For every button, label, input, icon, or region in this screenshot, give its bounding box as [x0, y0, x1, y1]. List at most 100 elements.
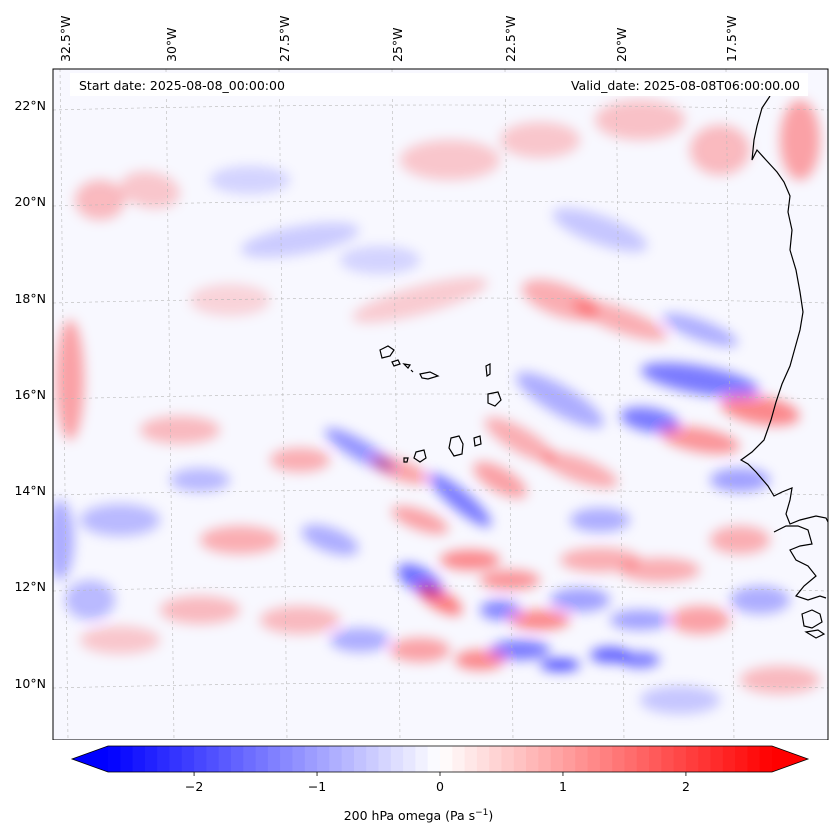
omega-negative-area	[490, 640, 550, 660]
colorbar-band	[673, 746, 687, 772]
colorbar-ticks: −2 −1 0 1 2	[185, 772, 690, 794]
meridian-line	[725, 69, 735, 740]
latitude-labels: 22°N 20°N 18°N 16°N 14°N 12°N 10°N	[14, 98, 46, 691]
start-date-label: Start date: 2025-08-08_00:00:00	[79, 78, 285, 93]
omega-positive-area	[670, 606, 730, 634]
colorbar-band	[169, 746, 183, 772]
colorbar-extend-low	[72, 746, 108, 772]
longitude-label: 20°W	[614, 27, 629, 62]
parallel-line	[53, 682, 828, 689]
omega-positive-area	[780, 100, 820, 180]
colorbar-band	[562, 746, 576, 772]
colorbar-band	[304, 746, 318, 772]
omega-positive-area	[190, 284, 270, 316]
colorbar-band	[722, 746, 736, 772]
omega-negative-area	[516, 372, 604, 428]
colorbar-bands	[108, 746, 773, 772]
colorbar-band	[440, 746, 453, 772]
colorbar-extend-high	[772, 746, 808, 772]
omega-negative-area	[550, 588, 610, 612]
omega-negative-area	[620, 652, 660, 668]
omega-field	[53, 100, 820, 714]
omega-positive-area	[140, 416, 220, 444]
omega-negative-area	[540, 659, 580, 671]
colorbar-band	[526, 746, 539, 772]
colorbar-band	[513, 746, 527, 772]
colorbar-band	[661, 746, 675, 772]
omega-positive-area	[510, 610, 570, 630]
omega-positive-area	[260, 606, 340, 634]
omega-negative-area	[730, 586, 790, 614]
omega-negative-area	[80, 504, 160, 536]
omega-negative-area	[480, 600, 520, 620]
omega-negative-area	[170, 468, 230, 492]
colorbar-band	[415, 746, 429, 772]
omega-negative-area	[65, 580, 115, 620]
parallel-line	[53, 104, 828, 111]
colorbar-tick-label: −1	[308, 779, 326, 794]
header-strip	[70, 73, 808, 96]
meridian-line	[59, 69, 69, 740]
colorbar-band	[230, 746, 244, 772]
meridian-line	[165, 69, 175, 740]
longitude-label: 27.5°W	[277, 16, 292, 62]
omega-negative-area	[240, 222, 360, 258]
colorbar-band	[280, 746, 293, 772]
cape-verde-islands	[379, 345, 502, 463]
colorbar: −2 −1 0 1 2	[70, 745, 810, 794]
colorbar-band	[120, 746, 134, 772]
parallel-line	[53, 489, 828, 496]
omega-negative-area	[640, 686, 720, 714]
omega-negative-area	[301, 524, 359, 556]
colorbar-band	[243, 746, 257, 772]
colorbar-band	[317, 746, 330, 772]
omega-negative-area	[610, 610, 670, 630]
omega-negative-area	[340, 246, 420, 274]
omega-positive-area	[560, 548, 640, 572]
omega-positive-area	[500, 122, 580, 158]
meridian-line	[278, 69, 288, 740]
longitude-labels: 32.5°W 30°W 27.5°W 25°W 22.5°W 20°W 17.5°W	[58, 16, 739, 62]
map-frame	[52, 68, 829, 740]
omega-positive-area	[710, 526, 770, 554]
omega-positive-area	[572, 299, 668, 341]
colorbar-tick-label: −2	[185, 779, 203, 794]
colorbar-band	[427, 746, 441, 772]
omega-negative-area	[590, 647, 630, 663]
omega-negative-area	[570, 508, 630, 532]
longitude-label: 30°W	[164, 27, 179, 62]
colorbar-band	[378, 746, 392, 772]
omega-positive-area	[270, 448, 330, 472]
omega-negative-area	[662, 313, 738, 347]
parallel-line	[53, 200, 828, 207]
colorbar-band	[194, 746, 207, 772]
colorbar-label: 200 hPa omega (Pa s−1)	[343, 808, 494, 824]
colorbar-band	[255, 746, 269, 772]
colorbar-band	[612, 746, 625, 772]
omega-positive-area	[120, 171, 180, 209]
colorbar-band	[587, 746, 601, 772]
latitude-label: 10°N	[14, 676, 46, 691]
latitude-label: 18°N	[14, 291, 46, 306]
omega-positive-area	[542, 452, 618, 488]
latitude-label: 14°N	[14, 483, 46, 498]
colorbar-band	[452, 746, 466, 772]
colorbar-band	[735, 746, 748, 772]
colorbar-band	[390, 746, 404, 772]
colorbar-band	[636, 746, 650, 772]
map-figure: 32.5°W 30°W 27.5°W 25°W 22.5°W 20°W 17.5°W 22°…	[14, 16, 829, 740]
omega-positive-area	[690, 125, 750, 175]
colorbar-band	[649, 746, 662, 772]
omega-positive-area	[400, 140, 500, 180]
parallel-line	[53, 393, 828, 400]
omega-negative-area	[710, 468, 770, 492]
parallel-line	[53, 585, 828, 592]
colorbar-band	[329, 746, 343, 772]
colorbar-band	[353, 746, 367, 772]
meridian-line	[391, 69, 401, 740]
omega-negative-area	[428, 473, 492, 527]
omega-negative-area	[552, 208, 648, 252]
omega-positive-area	[484, 417, 556, 463]
colorbar-band	[464, 746, 478, 772]
gridlines	[53, 69, 828, 740]
